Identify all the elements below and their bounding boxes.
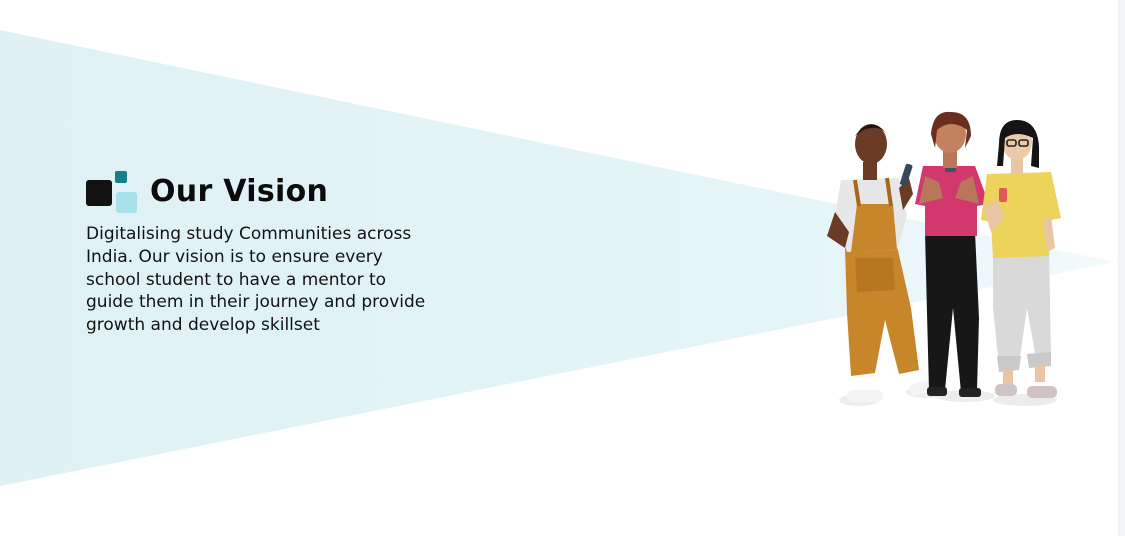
person-overalls: [827, 124, 948, 406]
people-group-illustration: [827, 111, 1061, 406]
vision-heading: Our Vision: [86, 170, 446, 214]
dark-square-icon: [86, 180, 112, 206]
right-edge-strip: [1118, 0, 1125, 536]
teal-square-icon: [115, 171, 127, 183]
vision-content: Our Vision Digitalising study Communitie…: [86, 170, 446, 337]
vision-title: Our Vision: [150, 174, 329, 209]
light-square-icon: [116, 192, 137, 213]
squares-logo-icon: [86, 170, 138, 214]
vision-description: Digitalising study Communities across In…: [86, 224, 426, 336]
person-pink-top: [915, 111, 995, 402]
person-yellow-top: [981, 120, 1061, 406]
